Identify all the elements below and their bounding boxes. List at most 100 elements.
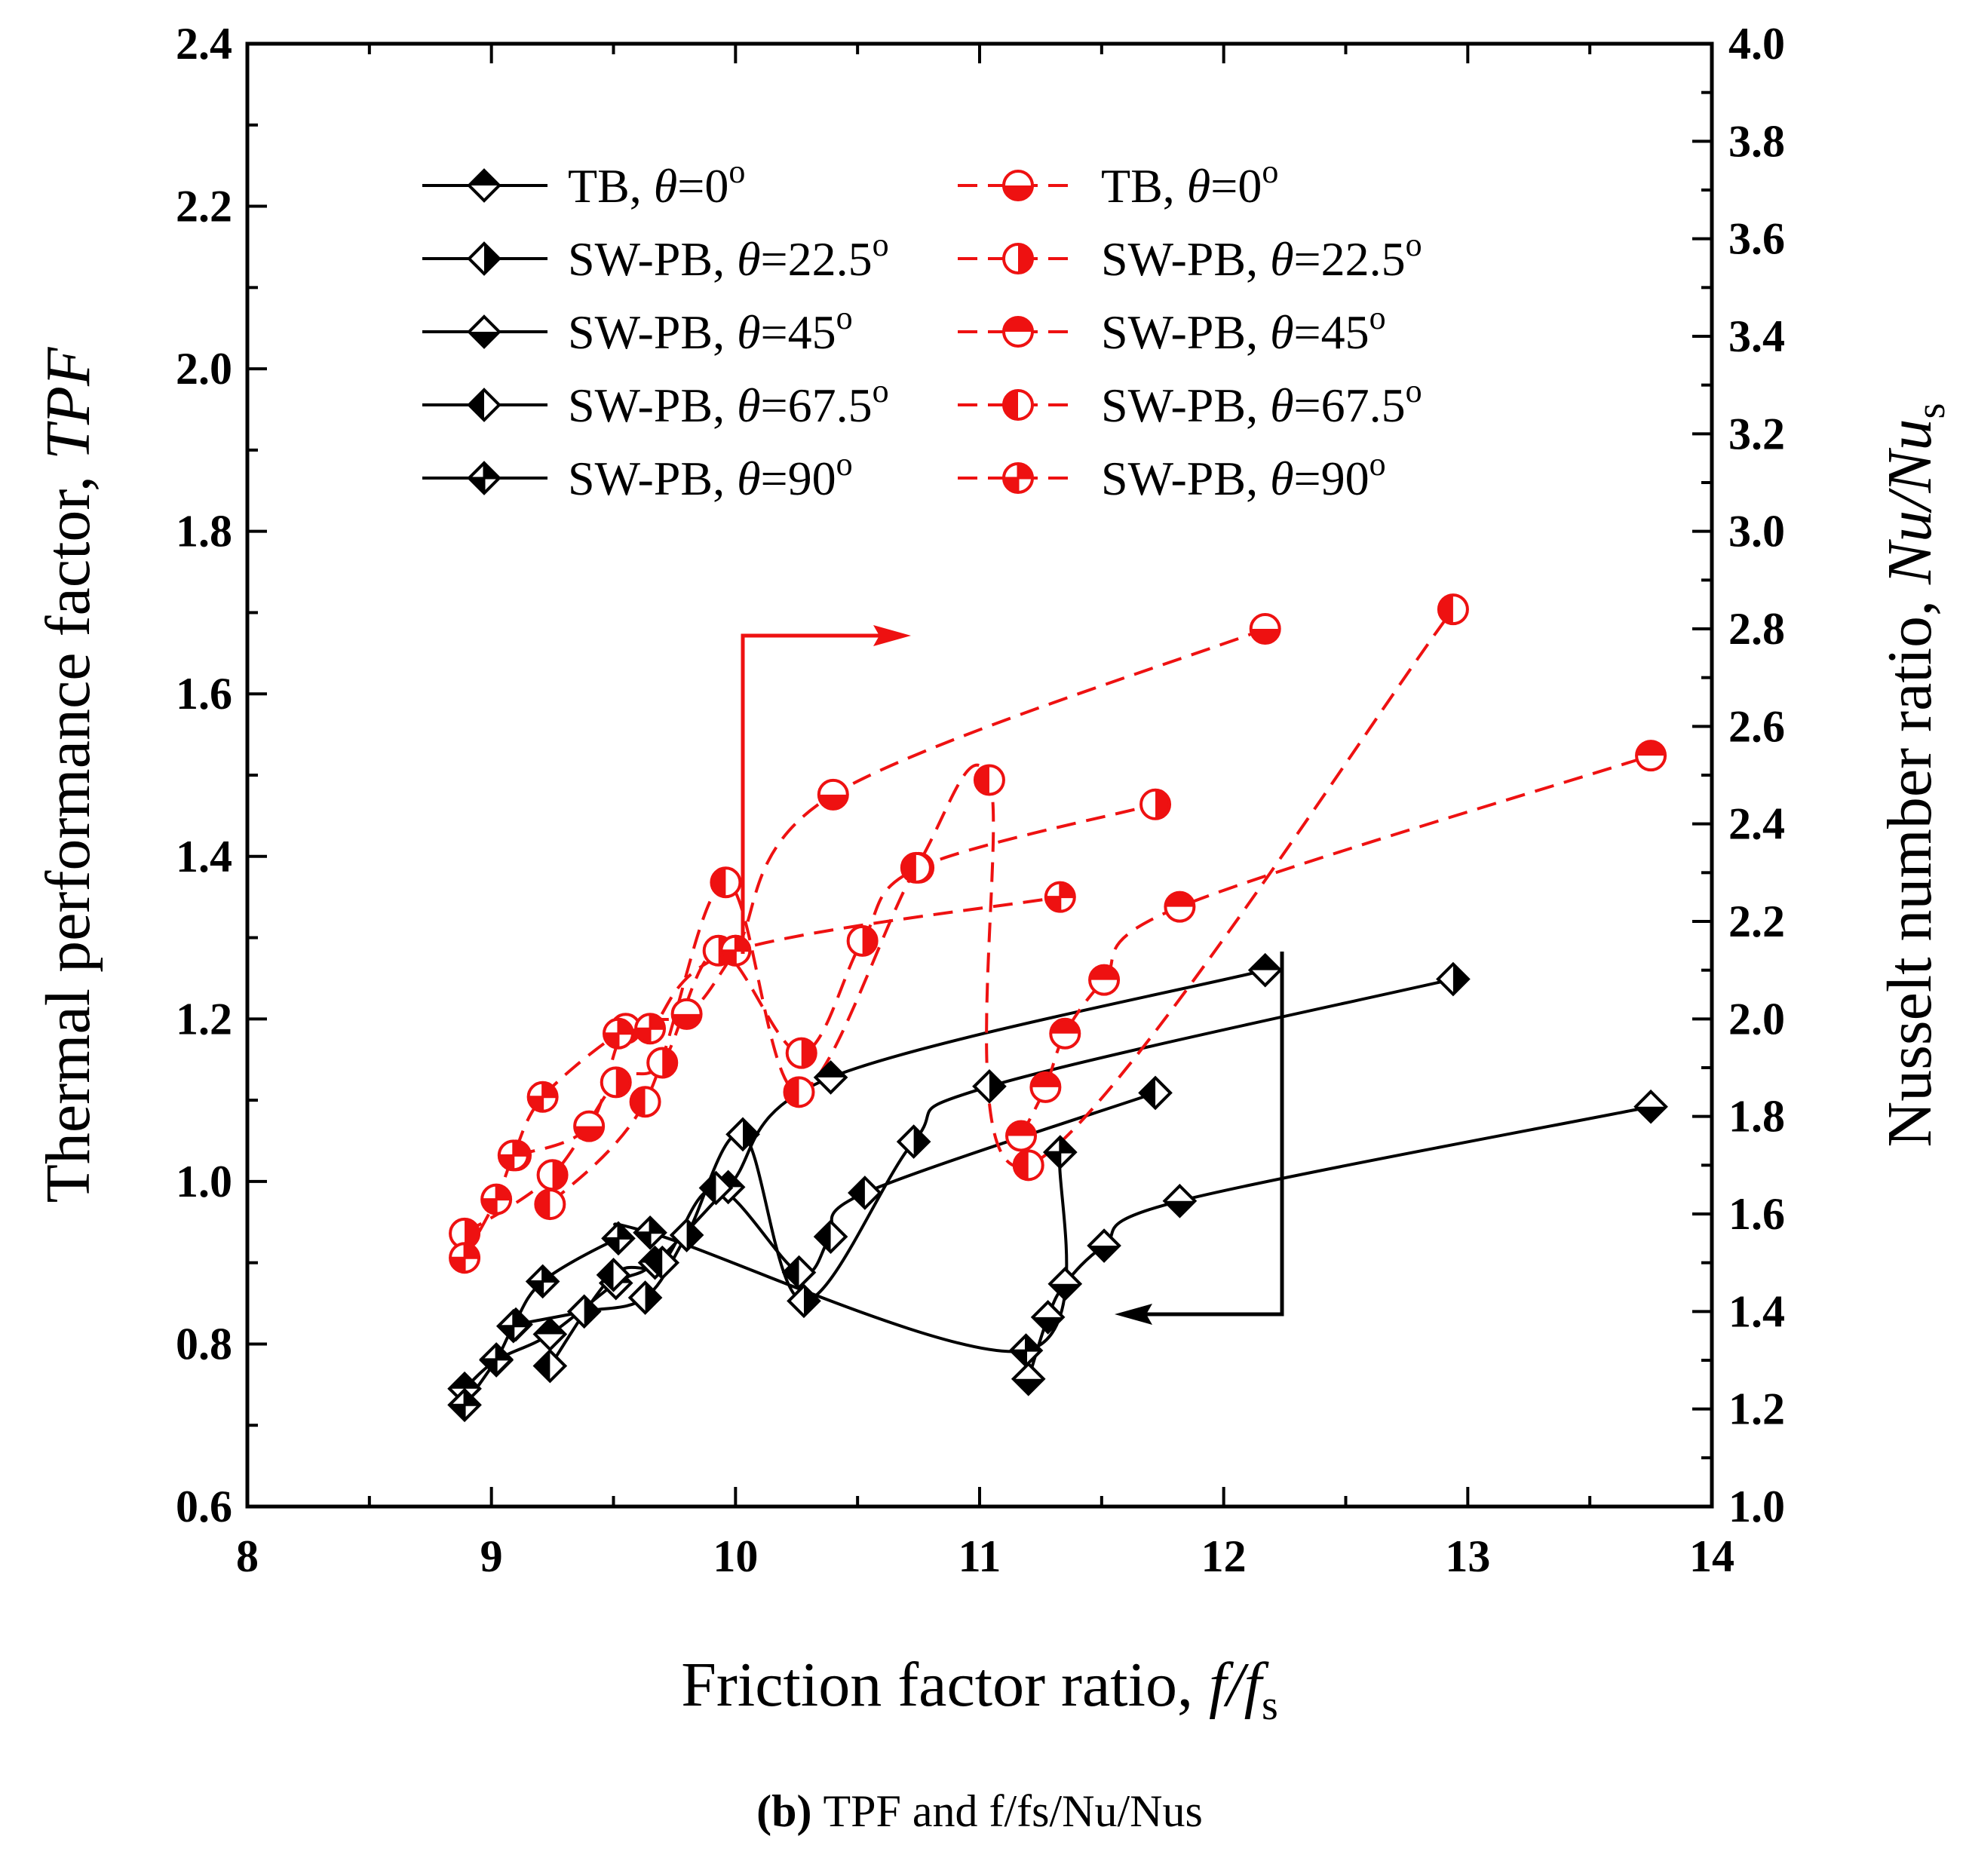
legend-theta: θ <box>737 232 760 286</box>
legend-marker <box>467 461 501 495</box>
legend-degree: o <box>1369 299 1386 336</box>
data-point <box>669 1218 704 1252</box>
data-point <box>1049 1017 1081 1050</box>
legend-text: SW-PB, <box>1101 232 1270 286</box>
legend-label: TB, θ=0o <box>568 153 745 213</box>
diamond-outline <box>896 1124 931 1159</box>
x-axis-title: Friction factor ratio, f/fs <box>681 1650 1278 1729</box>
y-tick-label: 1.8 <box>176 507 232 556</box>
diamond-fill <box>1250 955 1281 970</box>
y2-axis-title: Nusselt number ratio, Nu/Nus <box>1875 403 1953 1148</box>
legend-degree: o <box>873 372 889 409</box>
diamond-outline <box>1042 1135 1078 1169</box>
circle-outline <box>817 778 849 811</box>
circle-outline <box>646 1047 679 1079</box>
diamond-outline <box>627 1280 663 1315</box>
data-point <box>670 998 703 1030</box>
circle-outline <box>1249 613 1281 645</box>
figure-caption: (b) TPF and f/fs/Nu/Nus <box>756 1786 1203 1836</box>
data-point <box>573 1110 606 1142</box>
data-point <box>534 1188 566 1221</box>
data-point <box>900 851 932 884</box>
legend-theta: θ <box>737 379 760 432</box>
diamond-fill <box>598 1259 614 1290</box>
x-tick-label: 8 <box>236 1531 259 1581</box>
circle-outline <box>1139 788 1172 820</box>
legend-marker <box>1002 170 1034 201</box>
data-point <box>601 1221 636 1256</box>
diamond-fill <box>1089 1246 1120 1261</box>
data-point <box>480 1183 513 1215</box>
diamond-fill <box>913 1127 929 1157</box>
data-point <box>645 1245 680 1280</box>
diamond-fill <box>784 1257 799 1288</box>
circle-outline <box>710 866 742 899</box>
circle-outline <box>1002 389 1034 421</box>
circle-outline <box>973 764 1005 796</box>
diamond-outline <box>525 1264 560 1299</box>
diamond-outline <box>1047 1266 1083 1301</box>
data-point <box>1029 1071 1062 1103</box>
series-markers <box>447 593 1668 1423</box>
data-point <box>479 1342 514 1377</box>
data-point <box>495 1308 531 1344</box>
legend-theta: θ <box>737 452 760 505</box>
legend-degree: o <box>836 299 853 336</box>
y2-tick-label: 3.4 <box>1728 311 1785 361</box>
circle-outline <box>670 998 703 1030</box>
diamond-outline <box>467 241 501 276</box>
black-arrow-line <box>1145 952 1284 1317</box>
y-tick-label: 1.0 <box>176 1157 232 1206</box>
diamond-fill <box>1164 1200 1195 1216</box>
legend-marker <box>467 168 501 203</box>
x-tick-label: 12 <box>1201 1531 1247 1581</box>
legend-label: TB, θ=0o <box>1101 153 1278 213</box>
diamond-outline <box>1247 952 1283 988</box>
diamond-fill <box>1050 1283 1081 1299</box>
data-point <box>817 778 849 811</box>
y2-tick-label: 1.8 <box>1728 1092 1785 1142</box>
circle-outline <box>629 1086 661 1118</box>
data-point <box>497 1139 529 1172</box>
legend-degree: o <box>1406 226 1422 263</box>
data-point <box>566 1294 602 1329</box>
data-point <box>781 1255 817 1290</box>
diamond-fill <box>535 1350 551 1381</box>
data-point <box>525 1264 560 1299</box>
diamond-outline <box>1008 1333 1044 1368</box>
diamond-outline <box>1633 1089 1668 1124</box>
data-point <box>1635 740 1667 772</box>
legend-text: SW-PB, <box>1101 379 1270 432</box>
legend-theta: θ <box>654 159 677 213</box>
legend-label: SW-PB, θ=22.5o <box>1101 226 1422 286</box>
diamond-outline <box>1011 1361 1046 1396</box>
y-tick-label: 2.2 <box>176 182 232 231</box>
diamond-outline <box>447 1387 482 1423</box>
legend-theta: θ <box>1270 379 1293 432</box>
diamond-outline <box>1138 1075 1173 1111</box>
legend-theta: θ <box>1270 305 1293 359</box>
black-arrow-head <box>1115 1304 1152 1325</box>
y-tick-label: 2.0 <box>176 344 232 394</box>
data-point <box>1249 613 1281 645</box>
legend-value: =22.5 <box>1294 232 1406 286</box>
diamond-outline <box>467 314 501 349</box>
diamond-outline <box>633 1215 667 1250</box>
data-point <box>1008 1333 1044 1368</box>
diamond-outline <box>467 388 501 422</box>
diamond-outline <box>698 1170 734 1206</box>
circle-outline <box>1164 890 1196 923</box>
data-point <box>634 1013 667 1045</box>
legend-label: SW-PB, θ=22.5o <box>568 226 889 286</box>
x-tick-label: 11 <box>958 1531 1001 1581</box>
diamond-outline <box>532 1348 568 1384</box>
diamond-fill <box>1636 1106 1667 1122</box>
diamond-fill <box>1140 1077 1156 1108</box>
data-point <box>896 1124 931 1159</box>
data-point <box>526 1081 559 1113</box>
diamond-outline <box>813 1219 848 1255</box>
data-point <box>602 1017 634 1050</box>
y2-tick-label: 2.2 <box>1728 897 1785 946</box>
data-point <box>1011 1361 1046 1396</box>
